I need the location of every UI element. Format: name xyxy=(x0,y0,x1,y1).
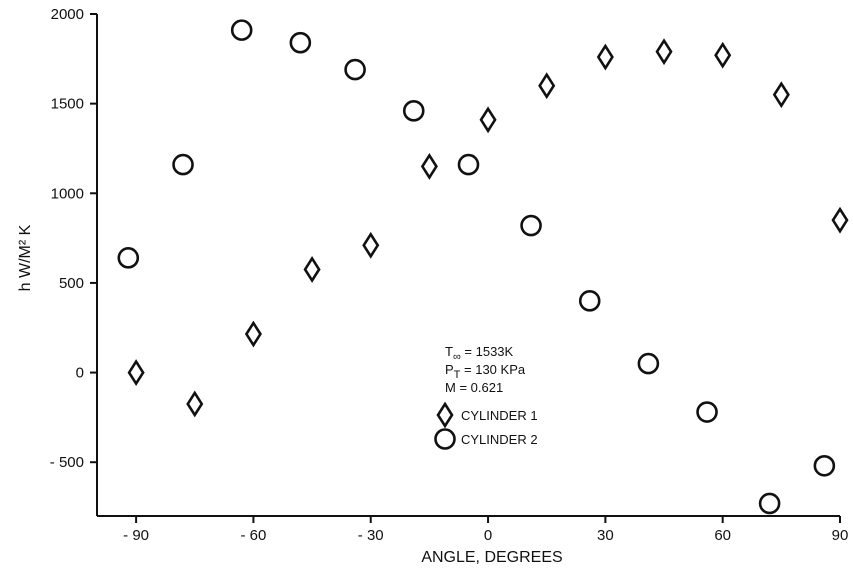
circle-marker xyxy=(813,454,836,477)
series-cylinder-1 xyxy=(127,38,849,418)
y-axis-label: h W/M² K xyxy=(17,224,34,291)
legend-diamond-marker xyxy=(436,401,454,429)
y-tick-label: 1500 xyxy=(51,96,84,113)
diamond-marker xyxy=(655,38,673,66)
y-axis-ticks: - 500 0 500 1000 1500 2000 xyxy=(50,6,97,471)
x-tick-label: - 30 xyxy=(358,527,384,544)
circle-marker xyxy=(637,352,660,375)
diamond-marker xyxy=(772,81,790,109)
x-axis-label: ANGLE, DEGREES xyxy=(421,549,562,566)
condition-text: M = 0.621 xyxy=(445,380,503,395)
circle-marker xyxy=(289,31,312,54)
circle-marker xyxy=(230,19,253,41)
circle-marker xyxy=(758,492,781,515)
diamond-marker xyxy=(244,320,262,348)
x-tick-label: 60 xyxy=(714,527,731,544)
diamond-marker xyxy=(127,359,145,386)
x-axis-ticks: - 90 - 60 - 30 0 30 60 90 xyxy=(123,516,848,544)
legend-label: CYLINDER 1 xyxy=(461,408,538,423)
diamond-marker xyxy=(303,256,321,283)
circle-marker xyxy=(117,247,140,269)
x-tick-label: 90 xyxy=(832,527,849,544)
diamond-marker xyxy=(831,206,849,234)
y-tick-label: 1000 xyxy=(51,185,84,202)
diamond-marker xyxy=(596,43,614,71)
legend-label: CYLINDER 2 xyxy=(461,432,538,447)
legend-circle-marker xyxy=(434,428,456,450)
circle-marker xyxy=(402,100,425,122)
circle-marker xyxy=(172,153,194,176)
condition-text: T∞ = 1533K xyxy=(445,344,514,363)
diamond-marker xyxy=(538,72,556,100)
axes xyxy=(96,14,840,517)
x-tick-label: - 60 xyxy=(240,527,266,544)
y-tick-label: 0 xyxy=(76,365,84,382)
diamond-marker xyxy=(479,106,497,134)
diamond-marker xyxy=(420,152,438,180)
condition-text: PT = 130 KPa xyxy=(445,362,526,381)
circle-marker xyxy=(520,214,542,237)
series-cylinder-2 xyxy=(117,19,836,515)
x-tick-label: 30 xyxy=(597,527,614,544)
x-tick-label: - 90 xyxy=(123,527,149,544)
diamond-marker xyxy=(714,41,732,69)
x-tick-label: 0 xyxy=(484,527,492,544)
data-points xyxy=(117,19,849,515)
y-tick-label: 2000 xyxy=(51,6,84,23)
diamond-marker xyxy=(362,231,380,259)
diamond-marker xyxy=(186,390,204,418)
circle-marker xyxy=(578,290,601,312)
y-tick-label: - 500 xyxy=(50,454,84,471)
y-tick-label: 500 xyxy=(59,275,84,292)
circle-marker xyxy=(696,401,718,423)
circle-marker xyxy=(344,58,366,81)
circle-marker xyxy=(457,153,480,176)
